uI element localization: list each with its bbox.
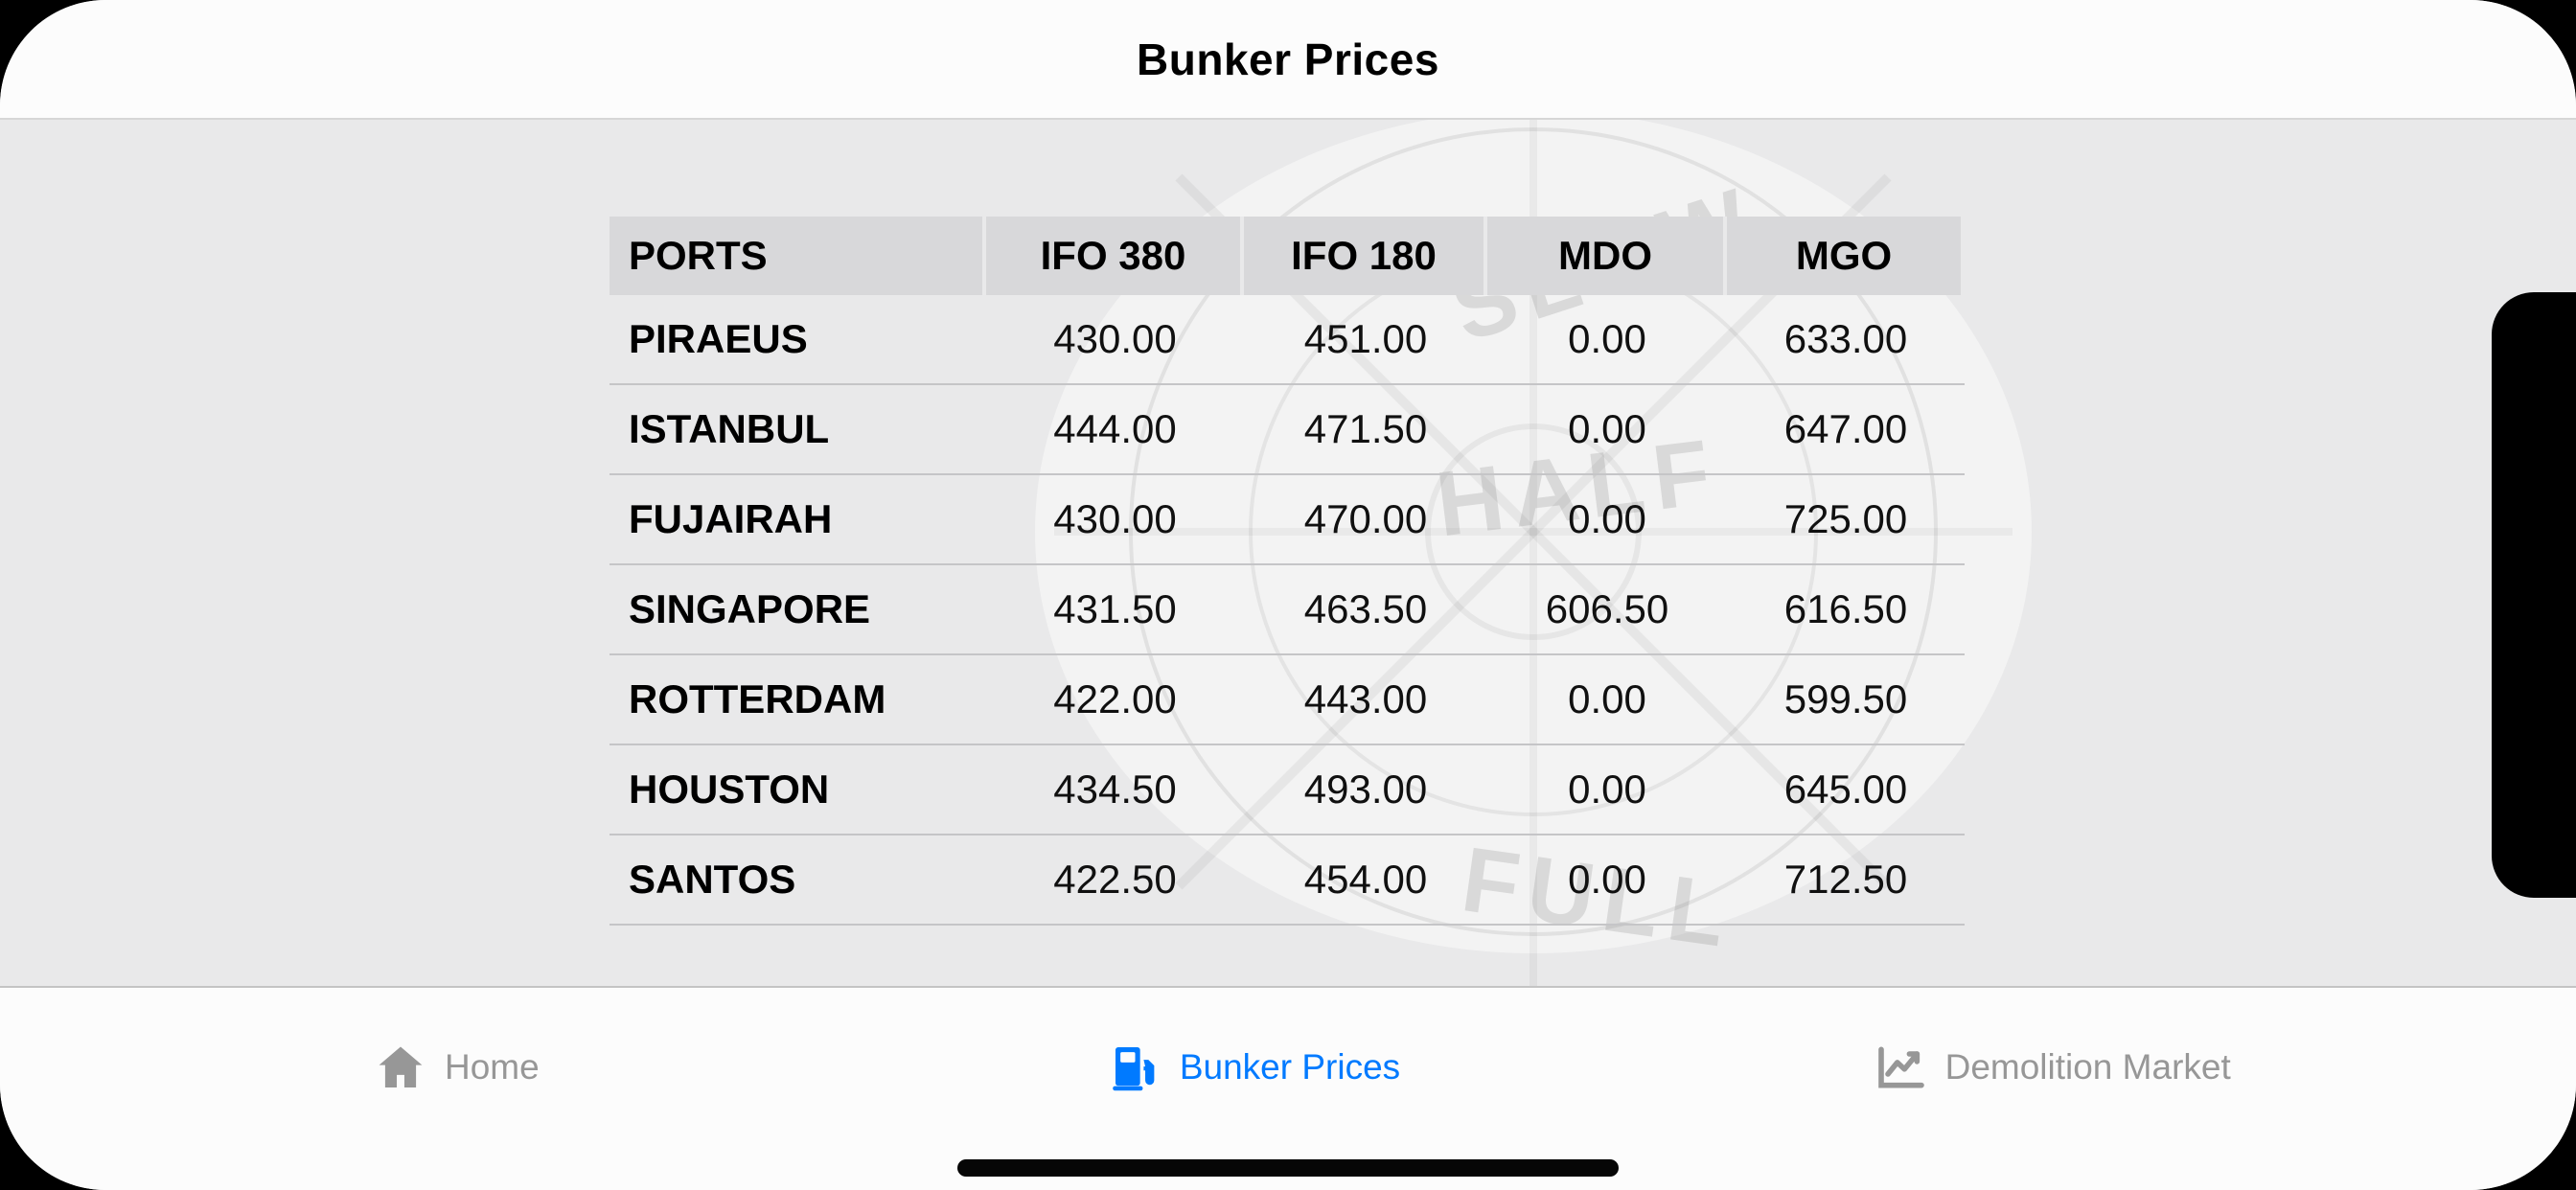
price-cell: 444.00 [986, 385, 1244, 475]
home-icon [379, 1046, 423, 1087]
tab-home[interactable]: Home [58, 1015, 856, 1120]
price-cell: 712.50 [1727, 835, 1965, 926]
price-cell: 422.00 [986, 655, 1244, 745]
market-chart-icon [1877, 1046, 1924, 1088]
price-cell: 606.50 [1487, 565, 1727, 655]
tab-label: Home [444, 1047, 540, 1087]
price-cell: 443.00 [1244, 655, 1487, 745]
tab-list: Home Bunker Prices Demolition Market [58, 1015, 2451, 1120]
price-cell: 434.50 [986, 745, 1244, 835]
column-header-ports: PORTS [610, 217, 986, 295]
price-cell: 451.00 [1244, 295, 1487, 385]
port-name: PIRAEUS [610, 295, 986, 385]
price-cell: 633.00 [1727, 295, 1965, 385]
tab-label: Bunker Prices [1179, 1047, 1401, 1087]
bunker-prices-table: PORTS IFO 380 IFO 180 MDO MGO PIRAEUS 43… [610, 217, 1965, 926]
price-cell: 471.50 [1244, 385, 1487, 475]
price-cell: 599.50 [1727, 655, 1965, 745]
price-cell: 0.00 [1487, 655, 1727, 745]
price-cell: 645.00 [1727, 745, 1965, 835]
home-indicator[interactable] [957, 1159, 1619, 1177]
price-cell: 422.50 [986, 835, 1244, 926]
price-cell: 0.00 [1487, 835, 1727, 926]
tab-demolition-market[interactable]: Demolition Market [1653, 1015, 2451, 1120]
tab-bar: Home Bunker Prices Demolition Market [0, 986, 2576, 1190]
page-title: Bunker Prices [1137, 34, 1439, 84]
device-notch [2492, 292, 2576, 898]
column-header-ifo380: IFO 380 [986, 217, 1244, 295]
price-cell: 493.00 [1244, 745, 1487, 835]
price-cell: 430.00 [986, 475, 1244, 565]
price-cell: 725.00 [1727, 475, 1965, 565]
price-cell: 0.00 [1487, 295, 1727, 385]
tab-bunker-prices[interactable]: Bunker Prices [856, 1015, 1654, 1120]
content-area: SLOW HALF FULL PORTS IFO 380 IFO 180 MDO… [0, 120, 2576, 986]
price-cell: 454.00 [1244, 835, 1487, 926]
price-cell: 0.00 [1487, 475, 1727, 565]
price-cell: 647.00 [1727, 385, 1965, 475]
nav-bar: Bunker Prices [0, 0, 2576, 120]
column-header-ifo180: IFO 180 [1244, 217, 1487, 295]
column-header-mgo: MGO [1727, 217, 1965, 295]
price-cell: 431.50 [986, 565, 1244, 655]
port-name: SANTOS [610, 835, 986, 926]
port-name: HOUSTON [610, 745, 986, 835]
fuel-pump-icon [1113, 1047, 1155, 1091]
tab-label: Demolition Market [1944, 1047, 2231, 1087]
price-cell: 430.00 [986, 295, 1244, 385]
price-cell: 463.50 [1244, 565, 1487, 655]
price-cell: 0.00 [1487, 745, 1727, 835]
price-cell: 0.00 [1487, 385, 1727, 475]
price-cell: 616.50 [1727, 565, 1965, 655]
port-name: ROTTERDAM [610, 655, 986, 745]
port-name: ISTANBUL [610, 385, 986, 475]
port-name: SINGAPORE [610, 565, 986, 655]
port-name: FUJAIRAH [610, 475, 986, 565]
price-cell: 470.00 [1244, 475, 1487, 565]
column-header-mdo: MDO [1487, 217, 1727, 295]
